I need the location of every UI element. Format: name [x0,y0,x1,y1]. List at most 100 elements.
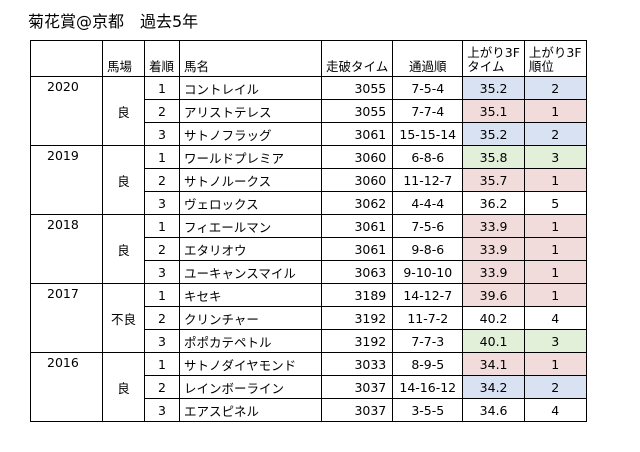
table-row: 3 ヴェロックス 3062 4-4-4 36.2 5 [31,191,587,215]
header-time: 走破タイム [320,40,394,77]
race-time-cell: 3033 [320,352,394,376]
last3f-rank-cell: 5 [523,191,587,215]
last3f-time-cell: 40.2 [462,306,525,330]
finish-position-cell: 3 [144,398,180,422]
passing-order-cell: 6-8-6 [392,145,464,169]
race-time-cell: 3192 [320,306,394,330]
finish-position-cell: 2 [144,168,180,192]
table-row: 2018 良 1 フィエールマン 3061 7-5-6 33.9 1 [30,214,587,284]
table-row: 2 レインボーライン 3037 14-16-12 34.2 2 [31,375,587,399]
passing-order-cell: 4-4-4 [392,191,464,215]
header-passing: 通過順 [392,40,464,77]
table-row: 2 アリストテレス 3055 7-7-4 35.1 1 [31,99,587,123]
passing-order-cell: 15-15-14 [392,122,464,146]
finish-position-cell: 1 [144,352,180,376]
header-horse: 馬名 [179,40,322,77]
horse-name-cell: コントレイル [179,76,322,100]
finish-position-cell: 1 [144,145,180,169]
last3f-rank-cell: 1 [523,99,587,123]
results-table: 馬場 着順 馬名 走破タイム 通過順 上がり3F タイム 上がり3F 順位 20… [30,40,587,422]
last3f-rank-cell: 3 [523,329,587,353]
finish-position-cell: 2 [144,237,180,261]
last3f-time-cell: 34.2 [462,375,525,399]
passing-order-cell: 14-12-7 [392,283,464,307]
last3f-time-cell: 35.2 [462,76,525,100]
track-condition-cell: 良 [102,76,145,146]
table-row: 2016 良 1 サトノダイヤモンド 3033 8-9-5 34.1 1 [30,352,587,422]
last3f-rank-cell: 2 [523,375,587,399]
track-condition-cell: 良 [102,145,145,215]
finish-position-cell: 2 [144,99,180,123]
horse-name-cell: ユーキャンスマイル [179,260,322,284]
year-cell: 2018 [30,214,103,284]
header-track: 馬場 [102,40,145,77]
year-cell: 2020 [30,76,103,146]
table-row: 2019 良 1 ワールドプレミア 3060 6-8-6 35.8 3 [30,145,587,215]
header-finish: 着順 [144,40,180,77]
year-cell: 2019 [30,145,103,215]
last3f-time-cell: 33.9 [462,260,525,284]
passing-order-cell: 9-10-10 [392,260,464,284]
last3f-rank-cell: 1 [523,168,587,192]
last3f-rank-cell: 1 [523,352,587,376]
header-last3f-rank: 上がり3F 順位 [523,40,587,77]
last3f-time-cell: 35.8 [462,145,525,169]
finish-position-cell: 3 [144,260,180,284]
table-row: 3 サトノフラッグ 3061 15-15-14 35.2 2 [31,122,587,146]
passing-order-cell: 7-7-3 [392,329,464,353]
horse-name-cell: エアスピネル [179,398,322,422]
header-row: 馬場 着順 馬名 走破タイム 通過順 上がり3F タイム 上がり3F 順位 [30,40,587,77]
table-row: 2 サトノルークス 3060 11-12-7 35.7 1 [31,168,587,192]
table-row: 2017 不良 1 キセキ 3189 14-12-7 39.6 1 [30,283,587,353]
finish-position-cell: 2 [144,375,180,399]
passing-order-cell: 8-9-5 [392,352,464,376]
horse-name-cell: ヴェロックス [179,191,322,215]
last3f-rank-cell: 1 [523,214,587,238]
last3f-time-cell: 39.6 [462,283,525,307]
table-row: 2 クリンチャー 3192 11-7-2 40.2 4 [31,306,587,330]
horse-name-cell: サトノダイヤモンド [179,352,322,376]
last3f-time-cell: 33.9 [462,214,525,238]
horse-name-cell: エタリオウ [179,237,322,261]
passing-order-cell: 11-7-2 [392,306,464,330]
race-time-cell: 3061 [320,122,394,146]
last3f-rank-cell: 4 [523,306,587,330]
horse-name-cell: ワールドプレミア [179,145,322,169]
last3f-time-cell: 35.1 [462,99,525,123]
track-condition-cell: 良 [102,214,145,284]
horse-name-cell: ポポカテペトル [179,329,322,353]
finish-position-cell: 3 [144,329,180,353]
race-time-cell: 3037 [320,375,394,399]
last3f-time-cell: 33.9 [462,237,525,261]
last3f-time-cell: 34.1 [462,352,525,376]
last3f-rank-cell: 4 [523,398,587,422]
race-time-cell: 3189 [320,283,394,307]
last3f-time-cell: 35.2 [462,122,525,146]
header-last3f-time: 上がり3F タイム [462,40,525,77]
table-row: 3 ポポカテペトル 3192 7-7-3 40.1 3 [31,329,587,353]
horse-name-cell: サトノフラッグ [179,122,322,146]
horse-name-cell: キセキ [179,283,322,307]
horse-name-cell: フィエールマン [179,214,322,238]
horse-name-cell: サトノルークス [179,168,322,192]
race-time-cell: 3061 [320,237,394,261]
horse-name-cell: レインボーライン [179,375,322,399]
race-time-cell: 3060 [320,145,394,169]
track-condition-cell: 良 [102,352,145,422]
track-condition-cell: 不良 [102,283,145,353]
year-cell: 2017 [30,283,103,353]
finish-position-cell: 1 [144,214,180,238]
last3f-rank-cell: 2 [523,76,587,100]
table-row: 3 エアスピネル 3037 3-5-5 34.6 4 [31,398,587,422]
header-year [30,40,103,77]
finish-position-cell: 3 [144,191,180,215]
last3f-rank-cell: 2 [523,122,587,146]
passing-order-cell: 7-5-6 [392,214,464,238]
race-time-cell: 3062 [320,191,394,215]
last3f-time-cell: 34.6 [462,398,525,422]
finish-position-cell: 1 [144,283,180,307]
last3f-time-cell: 36.2 [462,191,525,215]
passing-order-cell: 11-12-7 [392,168,464,192]
passing-order-cell: 7-7-4 [392,99,464,123]
passing-order-cell: 14-16-12 [392,375,464,399]
